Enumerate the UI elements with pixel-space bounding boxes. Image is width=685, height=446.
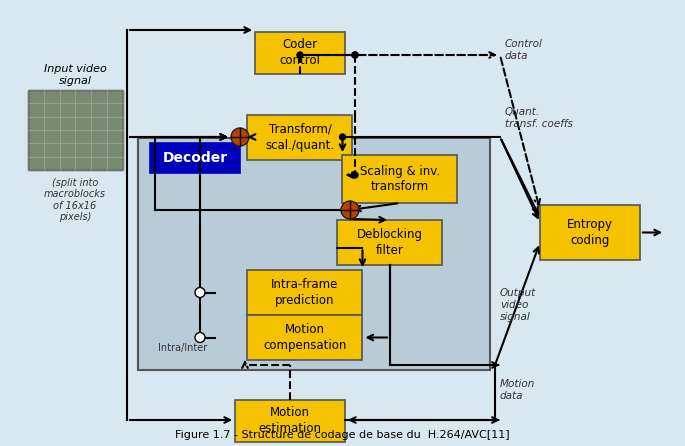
- FancyBboxPatch shape: [247, 315, 362, 360]
- Circle shape: [297, 52, 303, 58]
- FancyBboxPatch shape: [247, 115, 353, 160]
- Circle shape: [195, 333, 205, 343]
- FancyBboxPatch shape: [400, 285, 485, 365]
- Text: Motion
estimation: Motion estimation: [258, 406, 321, 435]
- Circle shape: [352, 52, 358, 58]
- Circle shape: [341, 201, 359, 219]
- Text: Figure 1.7 - Structure de codage de base du  H.264/AVC[11]: Figure 1.7 - Structure de codage de base…: [175, 430, 510, 440]
- FancyBboxPatch shape: [28, 90, 123, 170]
- Text: Motion
data: Motion data: [500, 379, 536, 401]
- Text: Scaling & inv.
transform: Scaling & inv. transform: [360, 165, 440, 194]
- Text: Deblocking
filter: Deblocking filter: [357, 228, 423, 257]
- Text: Quant.
transf. coeffs: Quant. transf. coeffs: [505, 107, 573, 129]
- Text: (split into
macroblocks
of 16x16
pixels): (split into macroblocks of 16x16 pixels): [44, 178, 106, 223]
- Text: Decoder: Decoder: [162, 151, 227, 165]
- Text: Intra/Inter: Intra/Inter: [158, 343, 208, 353]
- FancyBboxPatch shape: [338, 220, 443, 265]
- Circle shape: [340, 134, 345, 140]
- Text: Input video
signal: Input video signal: [44, 64, 106, 86]
- FancyBboxPatch shape: [138, 138, 490, 370]
- Circle shape: [231, 128, 249, 146]
- FancyBboxPatch shape: [150, 143, 240, 173]
- FancyBboxPatch shape: [342, 155, 458, 203]
- FancyBboxPatch shape: [255, 32, 345, 74]
- Text: Intra-frame
prediction: Intra-frame prediction: [271, 278, 338, 307]
- Text: Output
video
signal: Output video signal: [500, 289, 536, 322]
- Circle shape: [352, 52, 358, 58]
- Text: Transform/
scal./quant.: Transform/ scal./quant.: [265, 123, 334, 152]
- Circle shape: [195, 288, 205, 297]
- Circle shape: [352, 172, 358, 178]
- Text: Coder
control: Coder control: [279, 38, 321, 67]
- Text: Entropy
coding: Entropy coding: [567, 218, 613, 247]
- Text: Control
data: Control data: [505, 39, 543, 61]
- Text: −: −: [232, 144, 240, 154]
- FancyBboxPatch shape: [235, 400, 345, 442]
- Text: Motion
compensation: Motion compensation: [263, 323, 347, 352]
- FancyBboxPatch shape: [540, 205, 640, 260]
- FancyBboxPatch shape: [247, 270, 362, 315]
